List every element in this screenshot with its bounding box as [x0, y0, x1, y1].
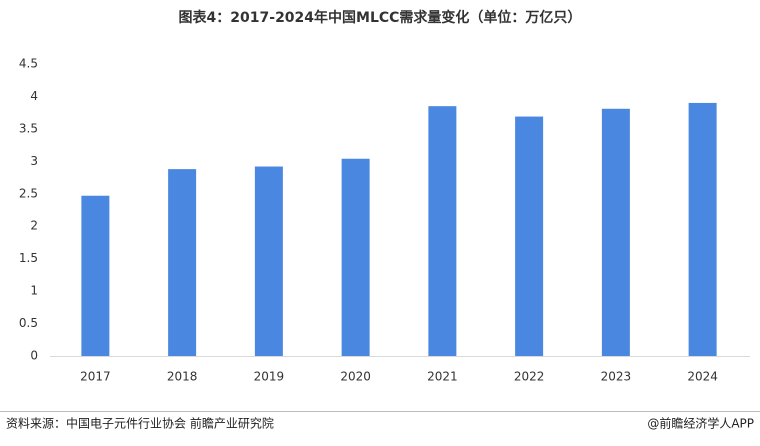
y-tick-label: 4: [30, 89, 38, 103]
y-tick-label: 1.5: [19, 251, 38, 265]
bar: [341, 158, 370, 356]
x-tick-label: 2022: [514, 370, 545, 384]
bar: [81, 195, 110, 356]
y-tick-label: 2: [30, 219, 38, 233]
y-tick-label: 1: [30, 284, 38, 298]
y-tick-label: 3: [30, 154, 38, 168]
bar: [601, 108, 630, 356]
x-tick-label: 2018: [167, 370, 198, 384]
chart-title: 图表4：2017-2024年中国MLCC需求量变化（单位：万亿只）: [179, 9, 582, 26]
y-tick-label: 4.5: [19, 57, 38, 71]
x-tick-label: 2017: [80, 370, 111, 384]
y-tick-label: 3.5: [19, 121, 38, 135]
bar: [688, 102, 717, 356]
x-tick-label: 2023: [601, 370, 632, 384]
x-tick-label: 2019: [254, 370, 285, 384]
x-tick-label: 2021: [427, 370, 458, 384]
y-tick-label: 2.5: [19, 186, 38, 200]
x-tick-label: 2024: [687, 370, 718, 384]
y-tick-label: 0.5: [19, 316, 38, 330]
y-tick-label: 0: [30, 349, 38, 363]
bar: [515, 116, 544, 356]
credit: @前瞻经济学人APP: [647, 416, 754, 431]
source-note: 资料来源：中国电子元件行业协会 前瞻产业研究院: [6, 416, 274, 431]
bar: [168, 169, 197, 356]
bar: [254, 166, 283, 356]
x-tick-label: 2020: [340, 370, 371, 384]
bar: [428, 106, 457, 356]
